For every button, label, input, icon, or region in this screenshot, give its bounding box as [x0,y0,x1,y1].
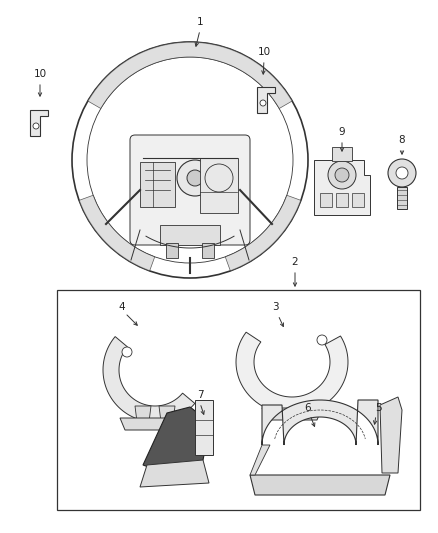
Polygon shape [79,195,155,271]
Polygon shape [250,445,270,475]
Bar [202,243,214,258]
Polygon shape [262,400,378,445]
Bar [397,187,407,209]
Bar [160,225,220,245]
Bar [332,147,352,161]
Text: 4: 4 [119,302,125,312]
Bar [352,193,364,207]
Bar [140,162,175,207]
Circle shape [260,100,266,106]
Circle shape [388,159,416,187]
Circle shape [328,161,356,189]
Polygon shape [135,406,151,422]
Polygon shape [257,87,275,113]
Polygon shape [88,42,292,109]
Polygon shape [140,460,209,487]
Circle shape [317,335,327,345]
Polygon shape [262,408,322,420]
Polygon shape [30,110,48,136]
Text: 10: 10 [258,47,271,57]
Polygon shape [120,418,190,430]
Polygon shape [103,336,195,422]
Text: 2: 2 [292,257,298,267]
Polygon shape [250,475,390,495]
Text: 1: 1 [197,17,203,27]
Circle shape [33,123,39,129]
Text: 5: 5 [374,403,381,413]
Circle shape [187,170,203,186]
Bar [166,243,178,258]
Circle shape [396,167,408,179]
Text: 6: 6 [305,403,311,413]
Bar [200,158,238,213]
Text: 10: 10 [33,69,46,79]
Text: 9: 9 [339,127,345,137]
Bar [57,290,420,510]
Bar [336,193,348,207]
Text: 7: 7 [197,390,203,400]
Polygon shape [314,160,370,215]
Polygon shape [143,407,207,475]
Circle shape [335,168,349,182]
Text: 3: 3 [272,302,278,312]
Polygon shape [225,195,301,271]
Bar [320,193,332,207]
Polygon shape [236,332,348,414]
Text: 8: 8 [399,135,405,145]
Circle shape [177,160,213,196]
Circle shape [122,347,132,357]
Polygon shape [159,406,175,422]
FancyBboxPatch shape [130,135,250,245]
Bar [195,400,213,455]
Polygon shape [380,397,402,473]
